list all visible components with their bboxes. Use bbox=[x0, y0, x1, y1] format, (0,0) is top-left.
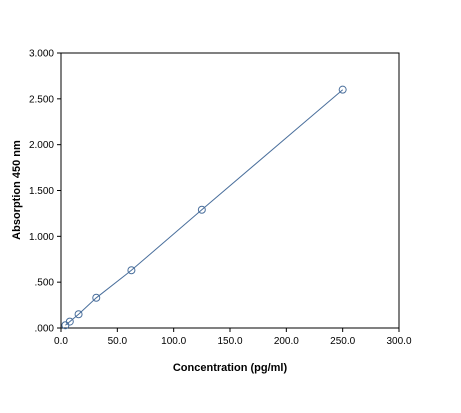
data-point bbox=[65, 317, 74, 326]
data-point bbox=[197, 205, 206, 214]
x-tick-label: 150.0 bbox=[217, 336, 242, 347]
data-point bbox=[338, 85, 347, 94]
y-tick-label: 3.000 bbox=[29, 49, 54, 60]
x-tick-label: 50.0 bbox=[108, 336, 128, 347]
x-axis-ticks: 0.0 50.0 100.0 150.0 200.0 250.0 300.0 bbox=[54, 328, 412, 347]
y-tick-label: 1.500 bbox=[29, 186, 54, 197]
series-line bbox=[65, 89, 344, 326]
data-series bbox=[61, 85, 347, 330]
x-axis-label: Concentration (pg/ml) bbox=[173, 362, 288, 374]
y-axis-ticks: .000 .500 1.000 1.500 2.000 2.500 3.000 bbox=[29, 49, 61, 335]
x-tick-label: 100.0 bbox=[161, 336, 186, 347]
data-point bbox=[92, 293, 101, 302]
data-point bbox=[127, 266, 136, 275]
y-tick-label: 2.500 bbox=[29, 94, 54, 105]
y-tick-label: .000 bbox=[35, 324, 55, 335]
y-tick-label: .500 bbox=[35, 278, 55, 289]
y-axis-label: Absorption 450 nm bbox=[11, 140, 23, 240]
x-tick-label: 200.0 bbox=[274, 336, 299, 347]
y-tick-label: 1.000 bbox=[29, 232, 54, 243]
plot-area bbox=[60, 52, 400, 329]
x-tick-label: 300.0 bbox=[386, 336, 411, 347]
y-tick-label: 2.000 bbox=[29, 140, 54, 151]
x-tick-label: 250.0 bbox=[330, 336, 355, 347]
data-point bbox=[74, 310, 83, 319]
x-tick-label: 0.0 bbox=[54, 336, 68, 347]
